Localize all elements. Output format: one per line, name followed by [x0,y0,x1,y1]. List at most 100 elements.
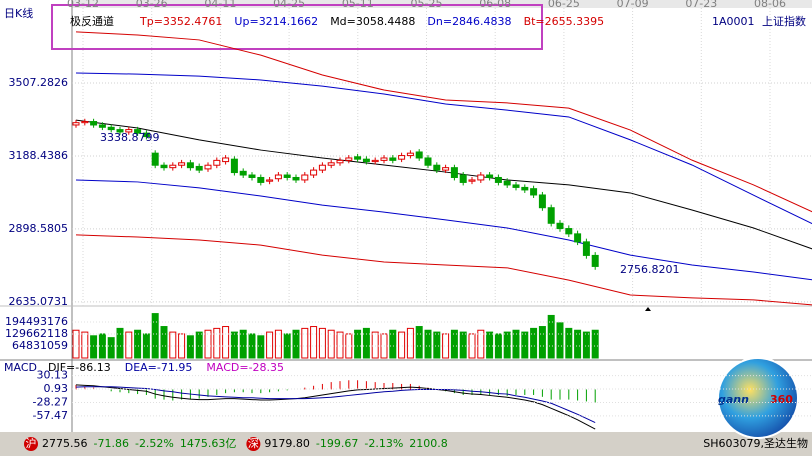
candle-body [160,164,168,169]
status-value: 2100.8 [409,437,448,450]
volume-bar [582,331,590,359]
candle-body [582,241,590,256]
date-label: 05-11 [342,0,374,10]
volume-bar [160,326,168,359]
y-tick-label: 2898.5805 [9,222,69,235]
candle-body [213,159,221,166]
legend-name: Bt= [524,15,545,28]
candle-body [406,152,414,157]
volume-bar [318,327,326,359]
date-label: 06-25 [548,0,580,10]
candle-body [442,167,450,171]
volume-bar [565,327,573,359]
macd-plot [75,380,596,430]
status-value: 1475.63亿 [180,437,237,450]
volume-bar [442,333,450,359]
candle-body [204,164,212,170]
date-label: 08-06 [754,0,786,10]
candle-body [72,122,80,126]
candle-body [362,158,370,163]
date-label: 07-09 [617,0,649,10]
volume-bar [547,314,555,359]
volume-bar [371,331,379,359]
logo-badge [717,357,799,439]
candle-body [98,124,106,128]
market-icon-text: 沪 [26,436,37,450]
volume-bar [503,331,511,359]
legend-item: Up=3214.1662 [234,15,318,28]
volume-bar [257,335,265,359]
candle-body [538,194,546,209]
candle-body [81,121,89,124]
volume-bar [556,322,564,359]
candle-body [459,174,467,183]
candle-body [486,174,494,178]
macd-legend-name: DEA= [125,361,157,374]
status-value: 2775.56 [42,437,88,450]
index-code: 1A0001 [712,15,755,28]
volume-bar [186,335,194,359]
volume-bar [230,331,238,359]
price-annotation: 3338.8799 [100,131,160,144]
status-value: 9179.80 [264,437,310,450]
volume-bar [530,327,538,359]
candle-body [591,254,599,267]
price-plot [72,31,812,306]
candle-body [169,164,177,169]
date-label: 05-25 [411,0,443,10]
channel-line [75,179,812,281]
market-icon [24,437,38,451]
volume-bar [222,326,230,359]
candle-body [512,184,520,188]
macd-title: MACD [4,361,37,374]
macd-legend-value: -86.13 [75,361,110,374]
volume-bar [125,331,133,359]
volume-bar [336,331,344,359]
volume-bar [151,313,159,359]
volume-bar [266,331,274,359]
date-label: 04-11 [204,0,236,10]
candle-body [415,151,423,159]
volume-bar [292,329,300,359]
volume-bar [134,329,142,359]
volume-bar [389,329,397,359]
volume-bar [574,329,582,359]
volume-bar [283,333,291,359]
candle-body [433,164,441,171]
volume-bar [591,329,599,359]
candle-body [186,162,194,169]
legend-name: Dn= [427,15,452,28]
legend-value: 3352.4761 [163,15,223,28]
volume-bar [477,329,485,359]
candle-body [90,121,98,126]
volume-bar [107,337,115,359]
marker [645,307,651,311]
candle-body [283,174,291,178]
legend-title: 极反通道 [70,14,114,28]
candle-body [301,174,309,181]
macd-tick-label: -57.47 [33,409,68,422]
candle-body [292,176,300,181]
volume-bar [512,329,520,359]
legend-item: Bt=2655.3395 [524,15,605,28]
legend-item: Md=3058.4488 [330,15,415,28]
dea-line [75,386,596,424]
stock-name: SH603079,圣达生物 [703,436,808,450]
status-value: -2.52% [135,437,174,450]
macd-tick-label: -28.27 [33,395,68,408]
volume-bar [301,327,309,359]
volume-tick-label: 194493176 [5,315,68,328]
candle-body [468,179,476,182]
candle-body [556,222,564,230]
channel-line [75,234,812,306]
candle-body [142,132,150,138]
status-value: -2.13% [364,437,403,450]
volume-bar [433,331,441,359]
candle-body [248,174,256,178]
y-tick-label: 2635.0731 [9,295,69,308]
candle-body [178,162,186,166]
legend-item: Dn=2846.4838 [427,15,511,28]
candle-body [371,159,379,163]
volume-bar [354,329,362,359]
